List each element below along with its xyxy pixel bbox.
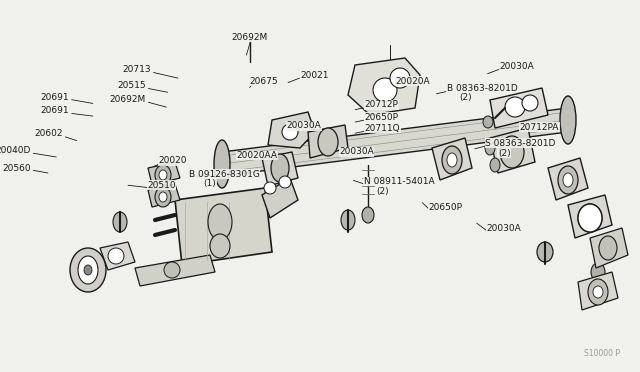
Text: 20510: 20510 [147, 181, 176, 190]
Text: 20020AA: 20020AA [237, 151, 278, 160]
Text: 20515: 20515 [117, 81, 146, 90]
Ellipse shape [271, 154, 289, 182]
Text: 20675: 20675 [250, 77, 278, 86]
Ellipse shape [78, 256, 98, 284]
Text: 20691: 20691 [40, 93, 69, 102]
Polygon shape [308, 125, 348, 158]
Ellipse shape [578, 204, 602, 232]
Text: B 09126-8301G: B 09126-8301G [189, 170, 260, 179]
Polygon shape [568, 195, 612, 238]
Polygon shape [432, 138, 472, 180]
Ellipse shape [318, 128, 338, 156]
Ellipse shape [500, 136, 524, 168]
Ellipse shape [362, 207, 374, 223]
Text: 20560: 20560 [2, 164, 31, 173]
Text: 20030A: 20030A [287, 121, 321, 130]
Ellipse shape [70, 248, 106, 292]
Polygon shape [268, 112, 315, 148]
Polygon shape [348, 58, 420, 115]
Ellipse shape [155, 165, 171, 185]
Polygon shape [590, 228, 628, 268]
Ellipse shape [563, 173, 573, 187]
Text: S10000 P: S10000 P [584, 349, 620, 358]
Text: (1): (1) [204, 179, 216, 187]
Polygon shape [175, 188, 272, 265]
Ellipse shape [113, 212, 127, 232]
Polygon shape [148, 162, 180, 185]
Text: 20650P: 20650P [429, 203, 463, 212]
Text: 20691: 20691 [40, 106, 69, 115]
Ellipse shape [159, 170, 167, 180]
Polygon shape [262, 178, 298, 218]
Polygon shape [490, 88, 548, 128]
Text: 20020: 20020 [159, 156, 188, 165]
Ellipse shape [208, 204, 232, 240]
Text: (2): (2) [498, 149, 511, 158]
Text: B 08363-8201D: B 08363-8201D [447, 84, 518, 93]
Ellipse shape [558, 166, 578, 194]
Text: 20711Q: 20711Q [365, 124, 401, 133]
Ellipse shape [490, 158, 500, 172]
Ellipse shape [164, 262, 180, 278]
Ellipse shape [505, 97, 525, 117]
Polygon shape [548, 158, 588, 200]
Ellipse shape [578, 204, 602, 232]
Ellipse shape [390, 68, 410, 88]
Text: 20030A: 20030A [499, 62, 534, 71]
Ellipse shape [522, 95, 538, 111]
Ellipse shape [442, 146, 462, 174]
Ellipse shape [264, 182, 276, 194]
Ellipse shape [159, 192, 167, 202]
Ellipse shape [485, 141, 495, 155]
Text: 20602: 20602 [34, 129, 63, 138]
Text: S 08363-8201D: S 08363-8201D [485, 139, 556, 148]
Polygon shape [578, 272, 618, 310]
Ellipse shape [341, 210, 355, 230]
Ellipse shape [108, 248, 124, 264]
Text: 20692M: 20692M [232, 33, 268, 42]
Ellipse shape [210, 234, 230, 258]
Ellipse shape [599, 236, 617, 260]
Text: N 08911-5401A: N 08911-5401A [364, 177, 434, 186]
Ellipse shape [155, 187, 171, 207]
Polygon shape [490, 128, 535, 173]
Text: 20021: 20021 [301, 71, 330, 80]
Ellipse shape [84, 265, 92, 275]
Ellipse shape [282, 124, 298, 140]
Ellipse shape [279, 176, 291, 188]
Ellipse shape [447, 153, 457, 167]
Text: (2): (2) [460, 93, 472, 102]
Ellipse shape [593, 286, 603, 298]
Text: 20030A: 20030A [339, 147, 374, 156]
Polygon shape [135, 255, 215, 286]
Text: (2): (2) [376, 187, 389, 196]
Ellipse shape [214, 140, 230, 188]
Text: 20040D: 20040D [0, 146, 31, 155]
Ellipse shape [537, 242, 553, 262]
Polygon shape [148, 184, 180, 207]
Ellipse shape [591, 263, 605, 281]
Text: 20650P: 20650P [365, 113, 399, 122]
Ellipse shape [373, 78, 397, 102]
Text: 20712PA: 20712PA [520, 123, 559, 132]
Text: 20020A: 20020A [396, 77, 430, 86]
Ellipse shape [483, 116, 493, 128]
Polygon shape [100, 242, 135, 270]
Text: 20713: 20713 [122, 65, 151, 74]
Ellipse shape [560, 96, 576, 144]
Ellipse shape [588, 279, 608, 305]
Text: 20692M: 20692M [109, 95, 146, 104]
Text: 20712P: 20712P [365, 100, 399, 109]
Polygon shape [222, 108, 568, 176]
Text: 20030A: 20030A [486, 224, 521, 233]
Polygon shape [262, 152, 298, 186]
